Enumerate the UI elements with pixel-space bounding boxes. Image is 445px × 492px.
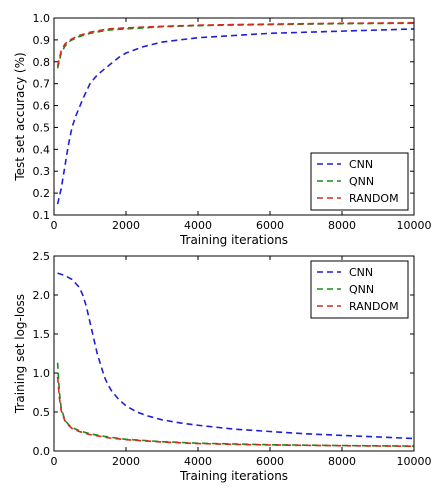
x-tick-label: 6000: [256, 219, 284, 232]
legend-label-cnn: CNN: [349, 158, 373, 171]
legend-label-cnn: CNN: [349, 266, 373, 279]
x-tick-label: 4000: [184, 455, 212, 468]
x-tick-label: 0: [51, 455, 58, 468]
y-tick-label: 1.0: [33, 367, 51, 380]
y-tick-label: 2.0: [33, 289, 51, 302]
log-loss-chart: 0 2000 4000 6000 8000 10000 0.0 0.5 1.0 1.5 2.0 2.5…: [13, 250, 432, 483]
x-tick-label: 10000: [397, 455, 432, 468]
y-axis-label: Test set accuracy (%): [13, 52, 27, 181]
x-axis-label: Training iterations: [179, 469, 288, 483]
x-tick-label: 10000: [397, 219, 432, 232]
legend-label-qnn: QNN: [349, 175, 374, 188]
y-tick-label: 0.1: [33, 209, 51, 222]
x-tick-label: 8000: [328, 219, 356, 232]
x-tick-label: 4000: [184, 219, 212, 232]
plot-area: [56, 22, 414, 205]
x-tick-label: 2000: [112, 219, 140, 232]
y-axis-label: Training set log-loss: [13, 294, 27, 414]
plot-frame: [53, 255, 415, 452]
series-line-random: [56, 22, 414, 67]
series-line-qnn: [56, 22, 414, 69]
legend: CNN QNN RANDOM: [310, 260, 409, 319]
y-tick-label: 0.6: [33, 100, 51, 113]
y-tick-label: 0.7: [33, 78, 51, 91]
x-tick-label: 8000: [328, 455, 356, 468]
y-tick-label: 0.5: [33, 121, 51, 134]
x-tick-label: 6000: [256, 455, 284, 468]
y-tick-label: 0.8: [33, 56, 51, 69]
legend-label-random: RANDOM: [349, 300, 399, 313]
y-tick-label: 0.0: [33, 445, 51, 458]
y-tick-label: 1.0: [33, 12, 51, 25]
legend-box: [310, 152, 409, 211]
y-tick-label: 0.3: [33, 165, 51, 178]
legend: CNN QNN RANDOM: [310, 152, 409, 211]
y-tick-label: 2.5: [33, 250, 51, 263]
series-line-cnn: [57, 272, 414, 440]
x-tick-label: 2000: [112, 455, 140, 468]
series-line-qnn: [56, 362, 414, 447]
series-line-random: [56, 376, 414, 448]
legend-label-qnn: QNN: [349, 283, 374, 296]
plot-frame: [53, 17, 415, 216]
y-tick-label: 0.4: [33, 143, 51, 156]
x-axis-label: Training iterations: [179, 233, 288, 247]
y-tick-label: 1.5: [33, 328, 51, 341]
accuracy-chart: 0 2000 4000 6000 8000 10000 0.1 0.2 0.3 0.4 0.5 0.6…: [13, 12, 432, 247]
y-tick-label: 0.9: [33, 34, 51, 47]
x-tick-label: 0: [51, 219, 58, 232]
plot-area: [56, 272, 414, 448]
legend-label-random: RANDOM: [349, 192, 399, 205]
y-tick-label: 0.2: [33, 187, 51, 200]
y-tick-label: 0.5: [33, 406, 51, 419]
